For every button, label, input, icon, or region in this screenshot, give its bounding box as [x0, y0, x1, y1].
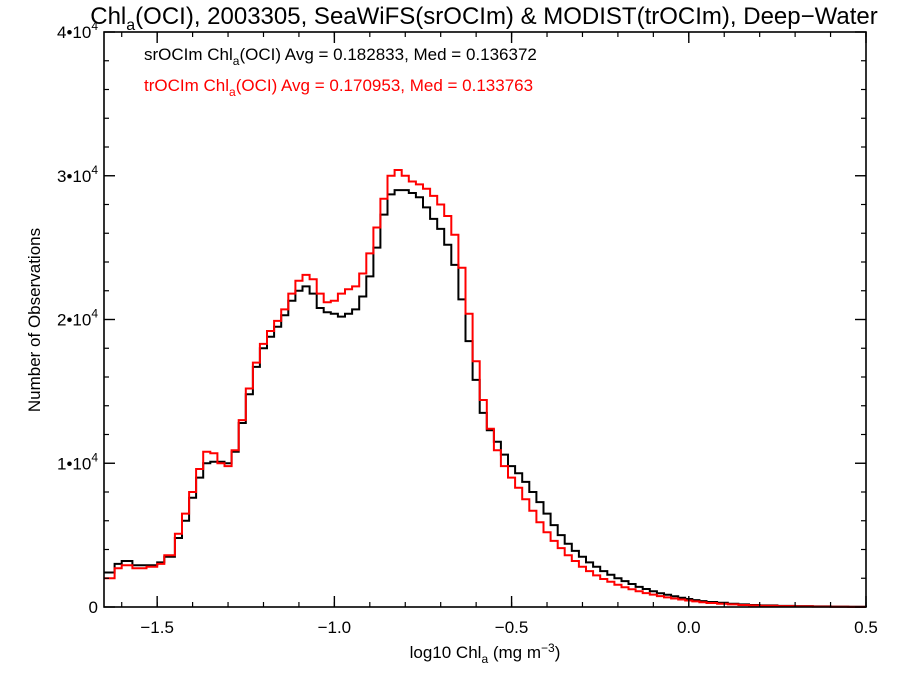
x-tick-label: −0.5: [495, 618, 529, 637]
series-line-0: [104, 189, 867, 608]
y-tick-label: 4•104: [57, 19, 98, 42]
x-tick-label: −1.5: [140, 618, 174, 637]
y-tick-label: 2•104: [57, 307, 98, 330]
x-axis-label: log10 Chla (mg m−3): [410, 641, 561, 666]
ticks-layer: −1.5 −1.0 −0.5 0.0 0.5 0 1•104 2•104 3•104 4•104: [57, 19, 878, 637]
stats-annotation-0: srOCIm Chla(OCI) Avg = 0.182833, Med = 0…: [144, 45, 537, 68]
x-tick-label: 0.0: [677, 618, 701, 637]
y-tick-label: 0: [89, 598, 98, 617]
x-tick-label: 0.5: [854, 618, 878, 637]
chart-title: Chla(OCI), 2003305, SeaWiFS(srOCIm) & MO…: [90, 3, 878, 34]
series-line-1: [104, 169, 866, 608]
y-axis-label: Number of Observations: [25, 228, 44, 412]
annotations: srOCIm Chla(OCI) Avg = 0.182833, Med = 0…: [144, 45, 537, 99]
y-tick-label: 3•104: [57, 163, 98, 186]
y-tick-label: 1•104: [57, 450, 98, 473]
stats-annotation-1: trOCIm Chla(OCI) Avg = 0.170953, Med = 0…: [144, 76, 533, 99]
series-layer: [104, 169, 867, 608]
x-tick-label: −1.0: [318, 618, 352, 637]
